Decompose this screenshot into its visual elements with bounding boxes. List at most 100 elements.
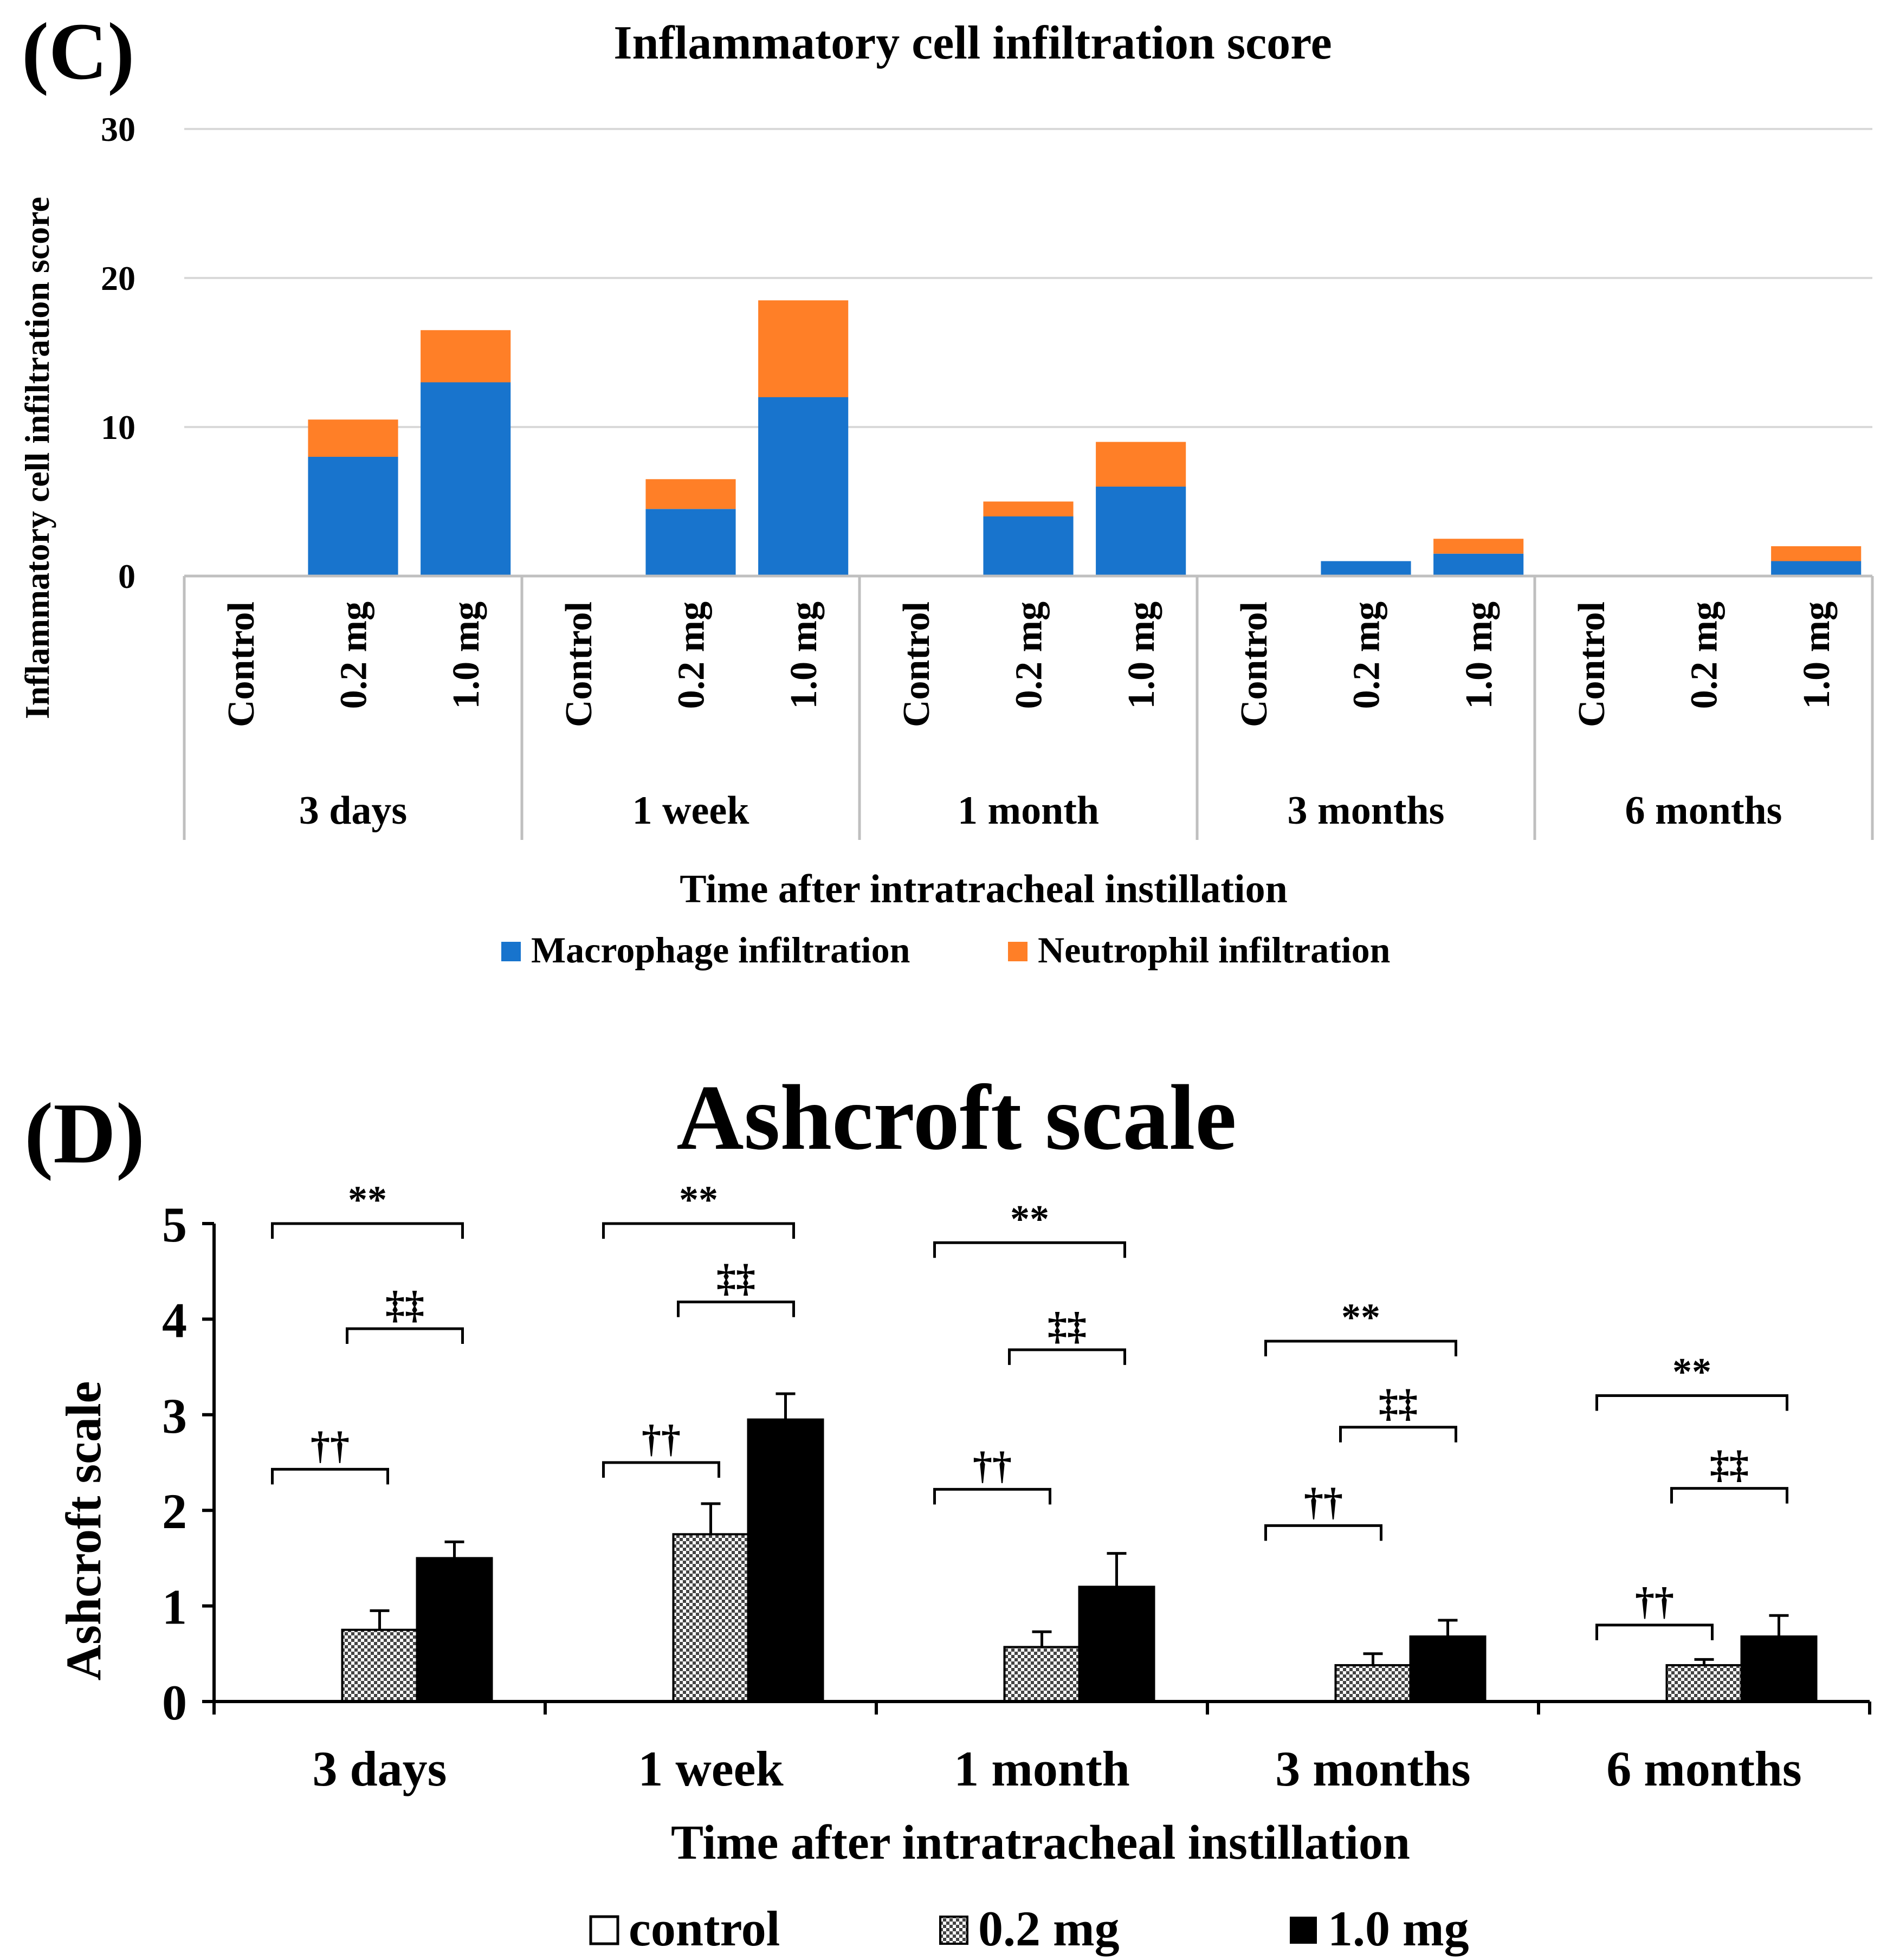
panel-d-xlabel: Time after intratracheal instillation: [671, 1816, 1410, 1870]
significance-bracket: [933, 1241, 1126, 1258]
legend-swatch-1-0mg: [1290, 1917, 1317, 1944]
group-label-3-days: 3 days: [299, 788, 407, 833]
bar-1-0-mg-6-months: [1740, 1635, 1818, 1703]
bar-neutrophil-infiltration-3-months-1-0-mg: [1433, 539, 1524, 554]
x-tick-label: Control: [896, 601, 938, 727]
panel-d-x-axis: 3 days 1 week 1 month 3 months 6 months: [212, 1700, 1871, 1796]
panel-c-legend: Macrophage infiltration Neutrophil infil…: [501, 929, 1390, 971]
significance-symbol: ††: [1304, 1480, 1343, 1523]
x-tick-label-1-week: 1 week: [638, 1741, 784, 1796]
significance-bracket: [602, 1222, 795, 1239]
x-tick-label-6-months: 6 months: [1606, 1741, 1801, 1796]
significance-bracket: [271, 1467, 389, 1485]
x-tick-label: Control: [558, 601, 600, 727]
y-tick-label: 0: [118, 557, 135, 596]
significance-symbol: ††: [311, 1424, 350, 1467]
bar-neutrophil-infiltration-1-month-0-2-mg: [983, 501, 1074, 516]
y-tick-label: 20: [101, 259, 135, 297]
legend-label-neutrophil: Neutrophil infiltration: [1038, 929, 1390, 971]
bar-neutrophil-infiltration-1-week-1-0-mg: [758, 300, 849, 397]
panel-d-error-bars: [370, 1392, 1789, 1665]
bar-0-2-mg-1-week: [672, 1533, 749, 1703]
significance-bracket: [1595, 1623, 1714, 1640]
significance-symbol: ††: [973, 1444, 1012, 1487]
panel-c-x-tick-labels: Control 0.2 mg 1.0 mg 3 days Control 0.2 mg 1.…: [221, 601, 1838, 833]
x-tick-label: 0.2 mg: [333, 601, 375, 709]
significance-symbol: **: [1672, 1350, 1711, 1394]
x-tick-label: 1.0 mg: [445, 601, 487, 709]
panel-d-legend: control 0.2 mg 1.0 mg: [589, 1901, 1469, 1956]
panel-c: (C) Inflammatory cell infiltration score…: [18, 7, 1874, 971]
panel-d-significance: ** ‡‡ †† ** ‡‡ †† ** ‡‡ †† ** ‡‡ †† ** ‡‡ ††: [271, 1178, 1788, 1640]
x-tick-label: 1.0 mg: [1796, 601, 1838, 709]
bar-macrophage-infiltration-1-month-1-0-mg: [1096, 487, 1186, 576]
panel-d-title: Ashcroft scale: [676, 1066, 1236, 1169]
significance-symbol: ††: [1635, 1580, 1674, 1623]
y-tick-label: 3: [162, 1388, 187, 1444]
x-tick-label: 1.0 mg: [1458, 601, 1500, 709]
significance-bracket: [1339, 1426, 1457, 1442]
bar-neutrophil-infiltration-6-months-1-0-mg: [1771, 546, 1862, 561]
x-tick-label-3-days: 3 days: [313, 1741, 447, 1796]
significance-bracket: [1264, 1340, 1457, 1356]
bar-1-0-mg-1-month: [1078, 1586, 1155, 1703]
legend-label-0-2mg: 0.2 mg: [978, 1901, 1120, 1956]
x-tick-label: 0.2 mg: [671, 601, 713, 709]
panel-d: (D) Ashcroft scale Ashcroft scale 0 1 2 3 4 5…: [24, 1066, 1871, 1956]
bar-0-2-mg-6-months: [1665, 1664, 1743, 1703]
x-tick-label-1-month: 1 month: [954, 1741, 1130, 1796]
panel-c-y-ticks: 0 10 20 30: [101, 110, 135, 596]
y-tick-label: 0: [162, 1675, 187, 1730]
bar-0-2-mg-1-month: [1003, 1646, 1081, 1703]
bar-macrophage-infiltration-3-months-0-2-mg: [1321, 561, 1411, 576]
bar-macrophage-infiltration-1-week-1-0-mg: [758, 397, 849, 576]
x-tick-label: Control: [1571, 601, 1613, 727]
bar-0-2-mg-3-months: [1334, 1664, 1412, 1703]
significance-symbol: **: [348, 1178, 387, 1221]
bar-macrophage-infiltration-3-days-1-0-mg: [421, 382, 511, 576]
significance-symbol: ‡‡: [1379, 1382, 1418, 1425]
significance-bracket: [1670, 1487, 1788, 1504]
legend-swatch-neutrophil: [1008, 942, 1027, 961]
legend-label-control: control: [629, 1901, 780, 1956]
y-tick-label: 2: [162, 1484, 187, 1539]
legend-label-macrophage: Macrophage infiltration: [531, 929, 910, 971]
panel-d-label: (D): [24, 1085, 145, 1181]
panel-d-y-axis: 0 1 2 3 4 5: [162, 1197, 216, 1730]
x-tick-label-3-months: 3 months: [1275, 1741, 1470, 1796]
panel-c-bars: [308, 300, 1862, 576]
bar-1-0-mg-1-week: [747, 1418, 824, 1703]
legend-swatch-control: [589, 1915, 619, 1945]
group-label-1-week: 1 week: [632, 788, 750, 833]
y-tick-label: 30: [101, 110, 135, 148]
significance-bracket: [1595, 1394, 1788, 1411]
legend-swatch-0-2mg: [939, 1916, 968, 1945]
bar-macrophage-infiltration-3-months-1-0-mg: [1433, 553, 1524, 576]
x-tick-label: 0.2 mg: [1009, 601, 1050, 709]
panel-c-label: (C): [22, 7, 134, 96]
bar-macrophage-infiltration-1-week-0-2-mg: [645, 509, 736, 576]
panel-c-ylabel: Inflammatory cell infiltration score: [18, 197, 56, 719]
panel-c-xlabel: Time after intratracheal instillation: [680, 867, 1288, 911]
y-tick-label: 1: [162, 1580, 187, 1635]
bar-1-0-mg-3-days: [416, 1557, 493, 1703]
panel-d-bars: [341, 1418, 1818, 1703]
bar-neutrophil-infiltration-3-days-1-0-mg: [421, 330, 511, 383]
bar-0-2-mg-3-days: [341, 1628, 418, 1703]
x-tick-label: 0.2 mg: [1346, 601, 1388, 709]
bar-macrophage-infiltration-1-month-0-2-mg: [983, 516, 1074, 576]
panel-d-ylabel: Ashcroft scale: [56, 1381, 111, 1681]
legend-label-1-0mg: 1.0 mg: [1328, 1901, 1469, 1956]
significance-symbol: **: [1341, 1296, 1380, 1339]
bar-1-0-mg-3-months: [1409, 1635, 1487, 1703]
significance-symbol: ‡‡: [1710, 1443, 1749, 1486]
significance-bracket: [346, 1327, 464, 1344]
bar-neutrophil-infiltration-3-days-0-2-mg: [308, 419, 398, 457]
panel-c-title: Inflammatory cell infiltration score: [613, 17, 1332, 69]
x-tick-label: Control: [221, 601, 262, 727]
significance-bracket: [271, 1222, 464, 1239]
significance-bracket: [602, 1461, 720, 1478]
panel-c-x-axis: [183, 574, 1874, 840]
y-tick-label: 5: [162, 1197, 187, 1252]
significance-bracket: [1008, 1348, 1126, 1365]
